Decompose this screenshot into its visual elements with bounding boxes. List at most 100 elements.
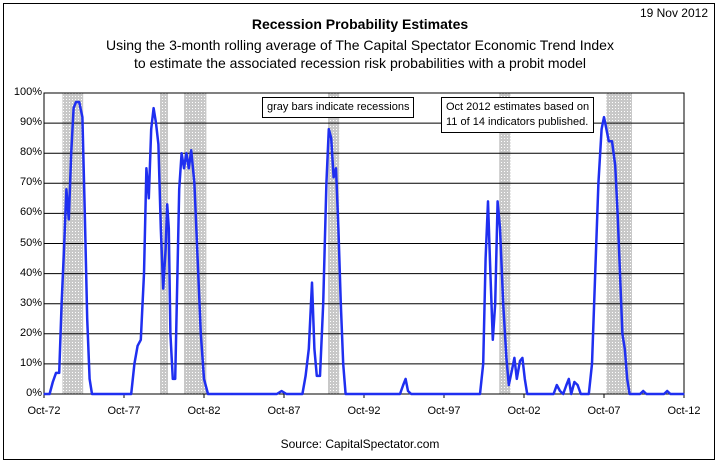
data-point-25: [145, 167, 147, 169]
data-point-113: [608, 140, 610, 142]
data-point-62: [322, 303, 324, 305]
data-point-55: [301, 393, 303, 395]
y-tick-label: 0%: [26, 387, 42, 399]
data-point-90: [513, 357, 516, 359]
data-point-22: [137, 345, 139, 347]
data-point-69: [340, 303, 342, 305]
chart-title: Recession Probability Estimates: [251, 16, 469, 32]
data-point-36: [169, 333, 171, 335]
x-tick-label: Oct-02: [507, 405, 541, 417]
data-point-51: [231, 393, 233, 395]
data-point-102: [570, 393, 572, 395]
data-point-117: [619, 273, 621, 275]
data-point-34: [166, 203, 168, 205]
data-point-23: [140, 339, 142, 341]
data-point-68: [337, 227, 339, 230]
chart-subtitle-line-1: Using the 3-month rolling average of The…: [106, 37, 614, 53]
data-point-84: [497, 200, 499, 202]
data-point-41: [181, 152, 183, 154]
data-point-17: [91, 393, 93, 395]
y-tick-label: 100%: [13, 86, 42, 98]
y-tick-label: 30%: [19, 296, 42, 309]
data-point-12: [78, 101, 80, 103]
data-point-71: [345, 393, 347, 395]
data-point-73: [402, 384, 404, 386]
data-point-48: [200, 333, 202, 335]
x-tick-label: Oct-72: [27, 405, 61, 417]
data-point-103: [573, 381, 576, 383]
data-point-129: [683, 393, 685, 395]
data-point-99: [562, 393, 564, 395]
data-point-116: [617, 212, 619, 214]
data-point-59: [313, 348, 315, 350]
data-point-16: [89, 378, 91, 380]
data-point-15: [86, 318, 88, 320]
data-point-42: [183, 167, 185, 169]
data-point-58: [311, 282, 313, 284]
x-tick-label: Oct-12: [667, 405, 701, 417]
data-point-106: [588, 393, 590, 395]
data-point-76: [410, 393, 412, 395]
data-point-10: [73, 107, 75, 109]
data-point-66: [333, 176, 335, 178]
data-point-111: [603, 116, 605, 118]
data-point-107: [591, 363, 593, 365]
data-point-56: [305, 375, 307, 377]
data-point-96: [553, 393, 555, 395]
data-point-124: [645, 393, 648, 395]
recession-note-text: gray bars indicate recessions: [267, 101, 410, 113]
data-point-13: [81, 116, 83, 118]
data-point-109: [597, 182, 600, 184]
chart-subtitle-line-2: to estimate the associated recession ris…: [133, 55, 587, 71]
data-point-94: [524, 378, 526, 380]
data-point-86: [502, 303, 504, 305]
data-point-35: [168, 227, 170, 230]
data-point-60: [316, 375, 318, 377]
data-point-30: [157, 143, 159, 145]
data-point-123: [642, 390, 644, 392]
data-point-114: [611, 140, 613, 142]
estimate-note-line-1: Oct 2012 estimates based on: [446, 101, 590, 113]
data-point-91: [516, 378, 518, 380]
data-point-52: [276, 393, 278, 395]
data-point-8: [68, 218, 70, 221]
data-point-95: [526, 393, 528, 395]
data-point-46: [193, 182, 195, 184]
data-point-74: [405, 378, 407, 380]
estimate-note-box: Oct 2012 estimates based on 11 of 14 ind…: [441, 97, 595, 133]
data-point-65: [330, 137, 332, 139]
data-point-20: [130, 393, 132, 395]
data-point-24: [143, 273, 145, 275]
data-point-44: [188, 167, 190, 169]
data-point-19: [125, 393, 127, 395]
x-tick-label: Oct-07: [587, 405, 621, 417]
data-point-21: [133, 363, 135, 365]
y-tick-label: 80%: [19, 146, 42, 159]
data-point-28: [153, 107, 155, 109]
data-point-122: [639, 393, 641, 395]
data-point-45: [190, 149, 192, 151]
series-line-0: [44, 100, 684, 396]
data-point-67: [335, 167, 337, 169]
data-point-63: [325, 182, 327, 184]
data-point-72: [399, 393, 401, 395]
data-point-82: [492, 339, 494, 341]
x-tick-label: Oct-92: [347, 405, 381, 417]
estimate-note-line-2: 11 of 14 indicators published.: [446, 116, 589, 128]
data-point-32: [162, 288, 164, 290]
data-point-1: [49, 393, 51, 395]
y-tick-label: 40%: [19, 266, 42, 279]
data-point-49: [203, 378, 205, 380]
data-point-100: [565, 384, 568, 386]
data-point-39: [176, 303, 178, 305]
data-point-87: [505, 357, 507, 359]
source-credit: Source: CapitalSpectator.com: [280, 437, 440, 451]
data-point-54: [285, 393, 287, 395]
x-tick-label: Oct-82: [187, 405, 221, 417]
data-point-110: [601, 128, 603, 130]
data-point-79: [485, 257, 487, 260]
x-tick-label: Oct-87: [267, 405, 301, 417]
data-point-3: [55, 372, 57, 374]
data-point-98: [559, 390, 561, 392]
data-point-81: [489, 273, 491, 275]
